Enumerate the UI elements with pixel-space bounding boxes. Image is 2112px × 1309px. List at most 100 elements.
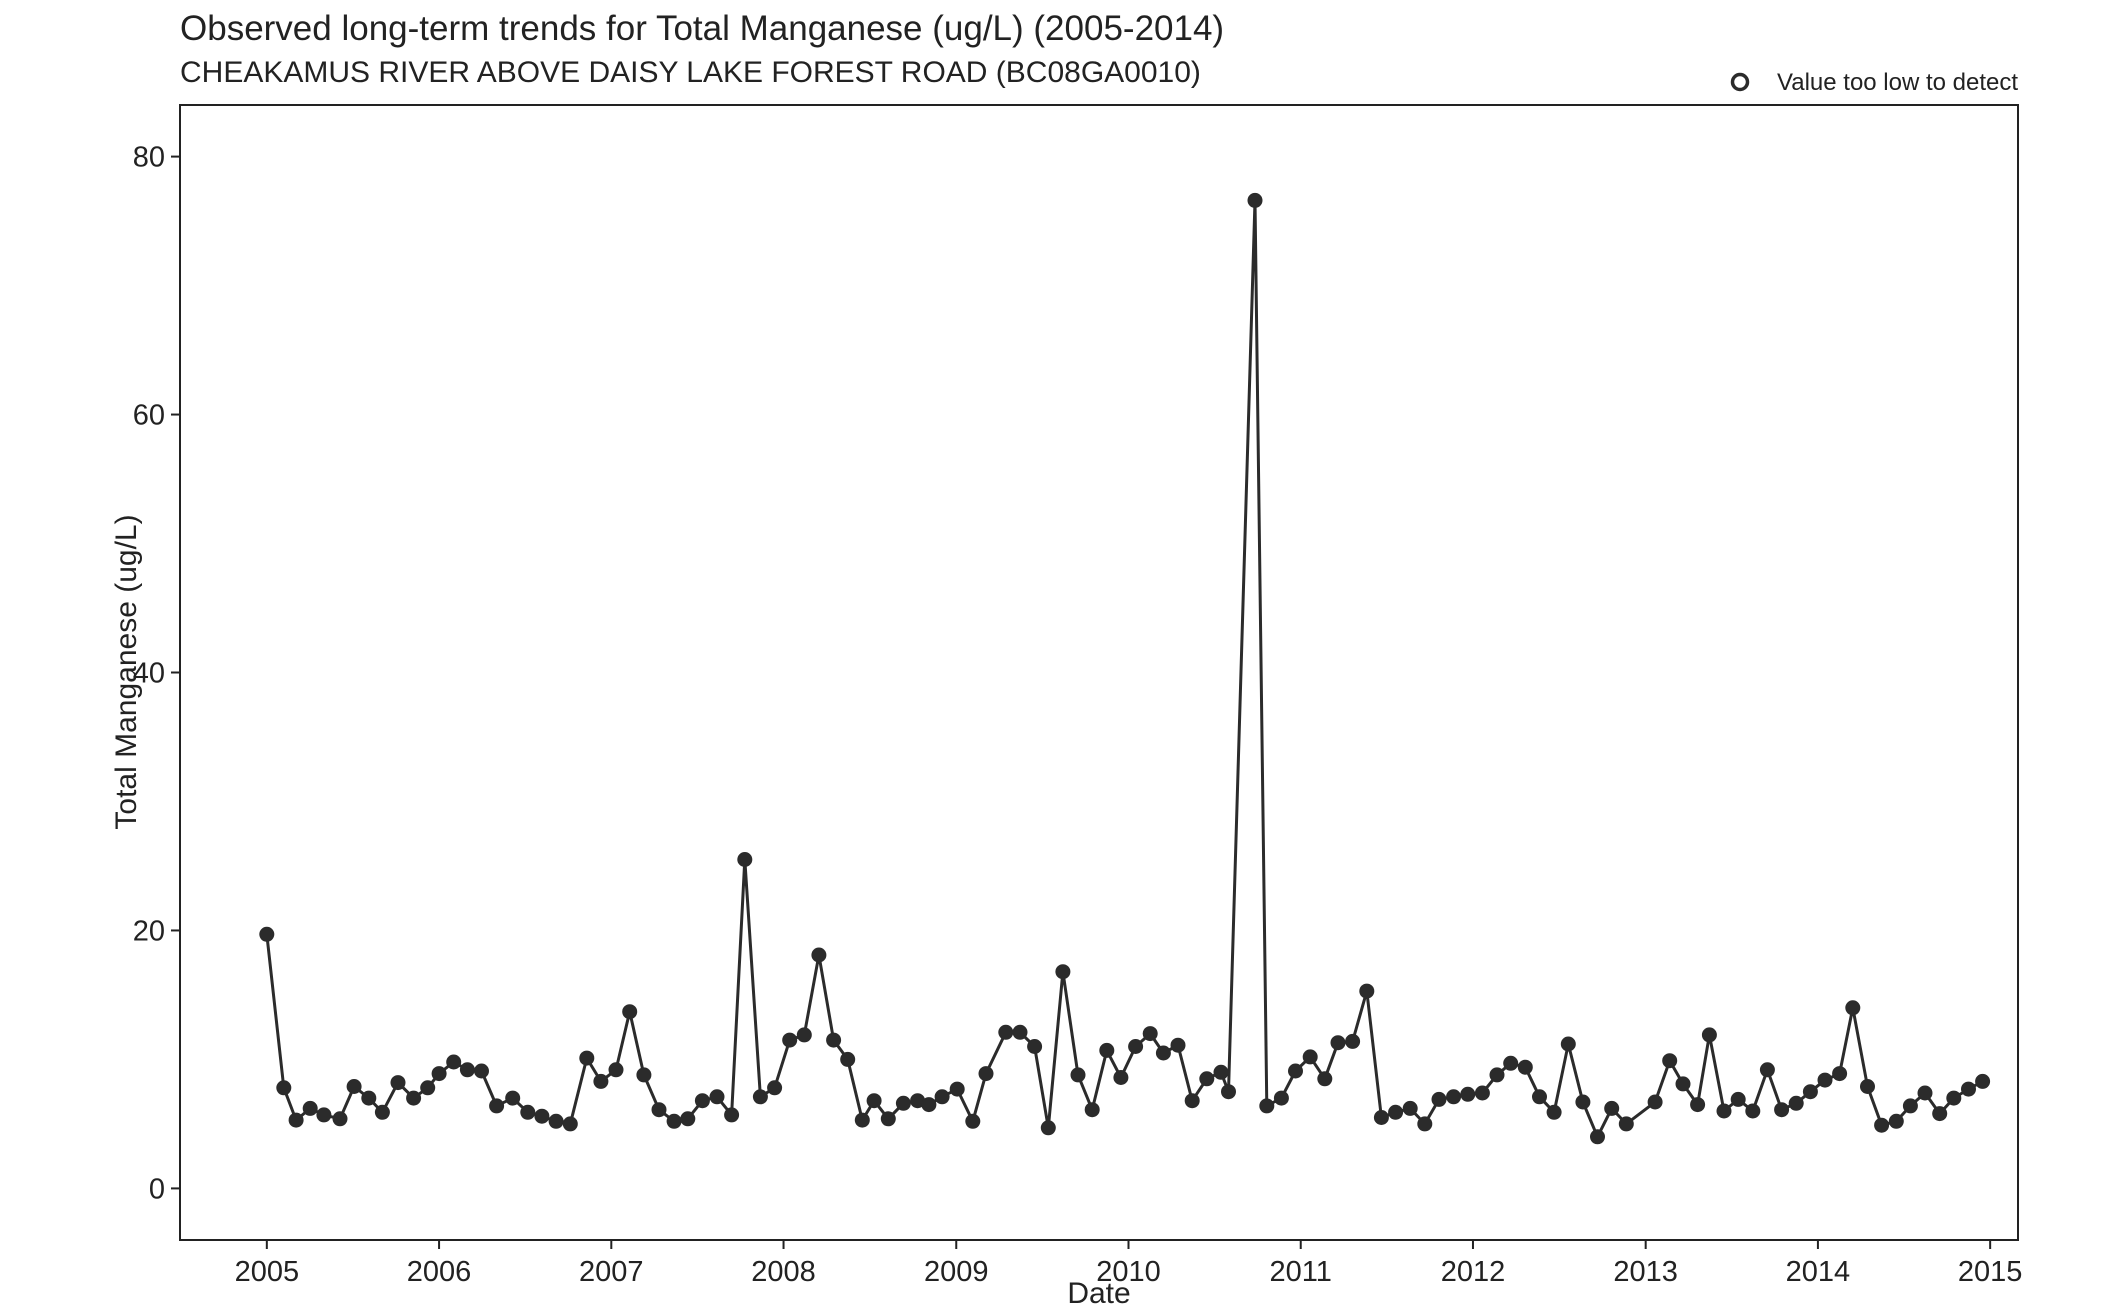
series-layer (259, 192, 1991, 1145)
data-point (1532, 1089, 1547, 1105)
data-point (811, 947, 827, 963)
data-point (593, 1073, 609, 1089)
data-point (1460, 1086, 1476, 1102)
data-point (1070, 1067, 1086, 1083)
data-point (390, 1075, 406, 1091)
y-tick-label: 0 (149, 1173, 165, 1205)
data-point (1213, 1064, 1229, 1080)
data-point (651, 1102, 667, 1118)
data-point (288, 1112, 304, 1128)
data-point (934, 1089, 950, 1105)
data-point (431, 1066, 447, 1082)
data-point (1701, 1027, 1717, 1043)
legend-open-circle-icon (1730, 72, 1750, 92)
data-point (694, 1093, 710, 1109)
data-point (1888, 1113, 1904, 1129)
data-point (1975, 1073, 1991, 1089)
data-point (1199, 1071, 1215, 1087)
chart-title: Observed long-term trends for Total Mang… (180, 9, 1224, 48)
data-point (1247, 192, 1263, 208)
y-axis-label: Total Manganese (ug/L) (110, 514, 143, 829)
data-point (1259, 1098, 1275, 1114)
data-point (1288, 1063, 1303, 1079)
data-point (1662, 1053, 1678, 1069)
data-point (1675, 1076, 1691, 1092)
data-point (1845, 1000, 1861, 1016)
data-point (406, 1090, 422, 1106)
x-tick-label: 2008 (751, 1256, 816, 1288)
data-point (1832, 1066, 1848, 1082)
x-tick-label: 2010 (1096, 1256, 1161, 1288)
data-point (1788, 1095, 1804, 1111)
data-point (1055, 964, 1071, 980)
data-point (1517, 1059, 1533, 1075)
data-point (854, 1112, 870, 1128)
y-tick-label: 80 (133, 142, 165, 174)
data-point (1317, 1071, 1333, 1087)
x-tick-label: 2014 (1786, 1256, 1851, 1288)
x-tick-label: 2015 (1958, 1256, 2023, 1288)
legend-label-below-detection: Value too low to detect (1777, 69, 2018, 96)
data-point (1155, 1045, 1171, 1061)
data-point (489, 1098, 505, 1114)
data-point (1874, 1117, 1890, 1133)
data-point (666, 1113, 682, 1129)
data-point (562, 1116, 578, 1132)
data-point (1802, 1084, 1818, 1100)
data-point (1273, 1090, 1289, 1106)
data-point (276, 1080, 292, 1096)
data-point (1184, 1093, 1200, 1109)
data-point (1221, 1084, 1236, 1100)
data-point (1027, 1039, 1043, 1054)
data-point (459, 1062, 475, 1078)
legend: Value too low to detect (1730, 69, 2018, 96)
data-point (949, 1081, 965, 1097)
data-point (910, 1093, 926, 1109)
data-point (1774, 1102, 1790, 1118)
data-point (302, 1100, 318, 1116)
data-point (420, 1080, 436, 1096)
data-point (1590, 1129, 1605, 1145)
data-point (1730, 1091, 1746, 1107)
data-point (1474, 1085, 1490, 1101)
data-point (895, 1095, 911, 1111)
data-point (1128, 1039, 1144, 1054)
data-point (1113, 1070, 1129, 1085)
data-point (921, 1097, 937, 1113)
data-point (1330, 1035, 1346, 1051)
data-point (1302, 1049, 1318, 1065)
data-point (548, 1113, 564, 1129)
x-tick-label: 2009 (924, 1256, 989, 1288)
data-point (361, 1090, 377, 1106)
data-point (1716, 1103, 1732, 1119)
data-point (332, 1111, 348, 1127)
y-tick-label: 40 (133, 658, 165, 690)
data-point (1402, 1100, 1418, 1116)
y-tick-label: 20 (133, 915, 165, 947)
data-point (505, 1090, 521, 1106)
data-point (826, 1032, 842, 1048)
data-point (1946, 1090, 1962, 1106)
data-point (1860, 1079, 1875, 1094)
data-point (1446, 1089, 1462, 1105)
data-point (1546, 1104, 1562, 1120)
data-point (796, 1027, 812, 1043)
data-point (1388, 1104, 1404, 1120)
data-point (1503, 1055, 1519, 1071)
x-axis-label: Date (1067, 1277, 1130, 1309)
series-line (265, 198, 1984, 1139)
data-point (636, 1067, 652, 1083)
data-point (737, 852, 753, 867)
data-point (978, 1066, 994, 1082)
data-point (1932, 1106, 1948, 1122)
data-point (446, 1054, 462, 1070)
data-point (1690, 1097, 1706, 1113)
data-point (346, 1079, 362, 1094)
data-point (374, 1104, 390, 1120)
data-point (1170, 1037, 1186, 1053)
data-point (680, 1111, 696, 1127)
x-tick-label: 2005 (235, 1256, 300, 1288)
y-axis: 0 20 40 60 80 (133, 142, 180, 1205)
data-point (316, 1107, 332, 1123)
x-tick-label: 2013 (1613, 1256, 1678, 1288)
